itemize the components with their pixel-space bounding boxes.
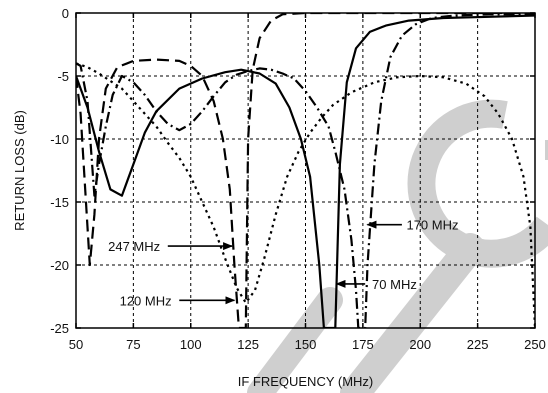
annotations: 247 MHz 120 MHz 70 MHz 170 MHz: [108, 218, 458, 309]
y-tick-label: -25: [50, 321, 69, 336]
tick-marks: [75, 12, 536, 329]
x-tick-label: 75: [126, 337, 140, 352]
x-tick-label: 225: [467, 337, 489, 352]
series-line-120-mhz: [76, 13, 535, 328]
x-tick-label: 150: [295, 337, 317, 352]
watermark-shapes: [247, 99, 548, 393]
y-tick-label: -15: [50, 195, 69, 210]
x-tick-label: 200: [409, 337, 431, 352]
x-tick-label: 50: [69, 337, 83, 352]
watermark-arc: [407, 99, 548, 268]
x-tick-label: 250: [524, 337, 546, 352]
x-axis-label: IF FREQUENCY (MHz): [238, 374, 374, 389]
x-tick-label: 125: [237, 337, 259, 352]
annotation-label-247-mhz: 247 MHz: [108, 239, 160, 254]
y-axis-label: RETURN LOSS (dB): [12, 110, 27, 231]
x-tick-label: 175: [352, 337, 374, 352]
y-tick-label: 0: [62, 6, 69, 21]
series-line-70-mhz: [76, 14, 535, 328]
series-line-170-mhz: [76, 13, 535, 328]
tick-labels: 50 75 100 125 150 175 200 225 250 0 -5 -10 -15 -20 -25: [50, 6, 546, 352]
watermark-stroke: [340, 233, 485, 393]
annotation-label-70-mhz: 70 MHz: [372, 277, 417, 292]
y-tick-label: -10: [50, 132, 69, 147]
y-tick-label: -20: [50, 258, 69, 273]
y-tick-label: -5: [57, 69, 69, 84]
watermark-stroke: [247, 287, 343, 393]
annotation-label-120-mhz: 120 MHz: [120, 293, 172, 308]
x-tick-label: 100: [180, 337, 202, 352]
annotation-label-170-mhz: 170 MHz: [406, 218, 458, 233]
series-lines: [76, 13, 535, 328]
